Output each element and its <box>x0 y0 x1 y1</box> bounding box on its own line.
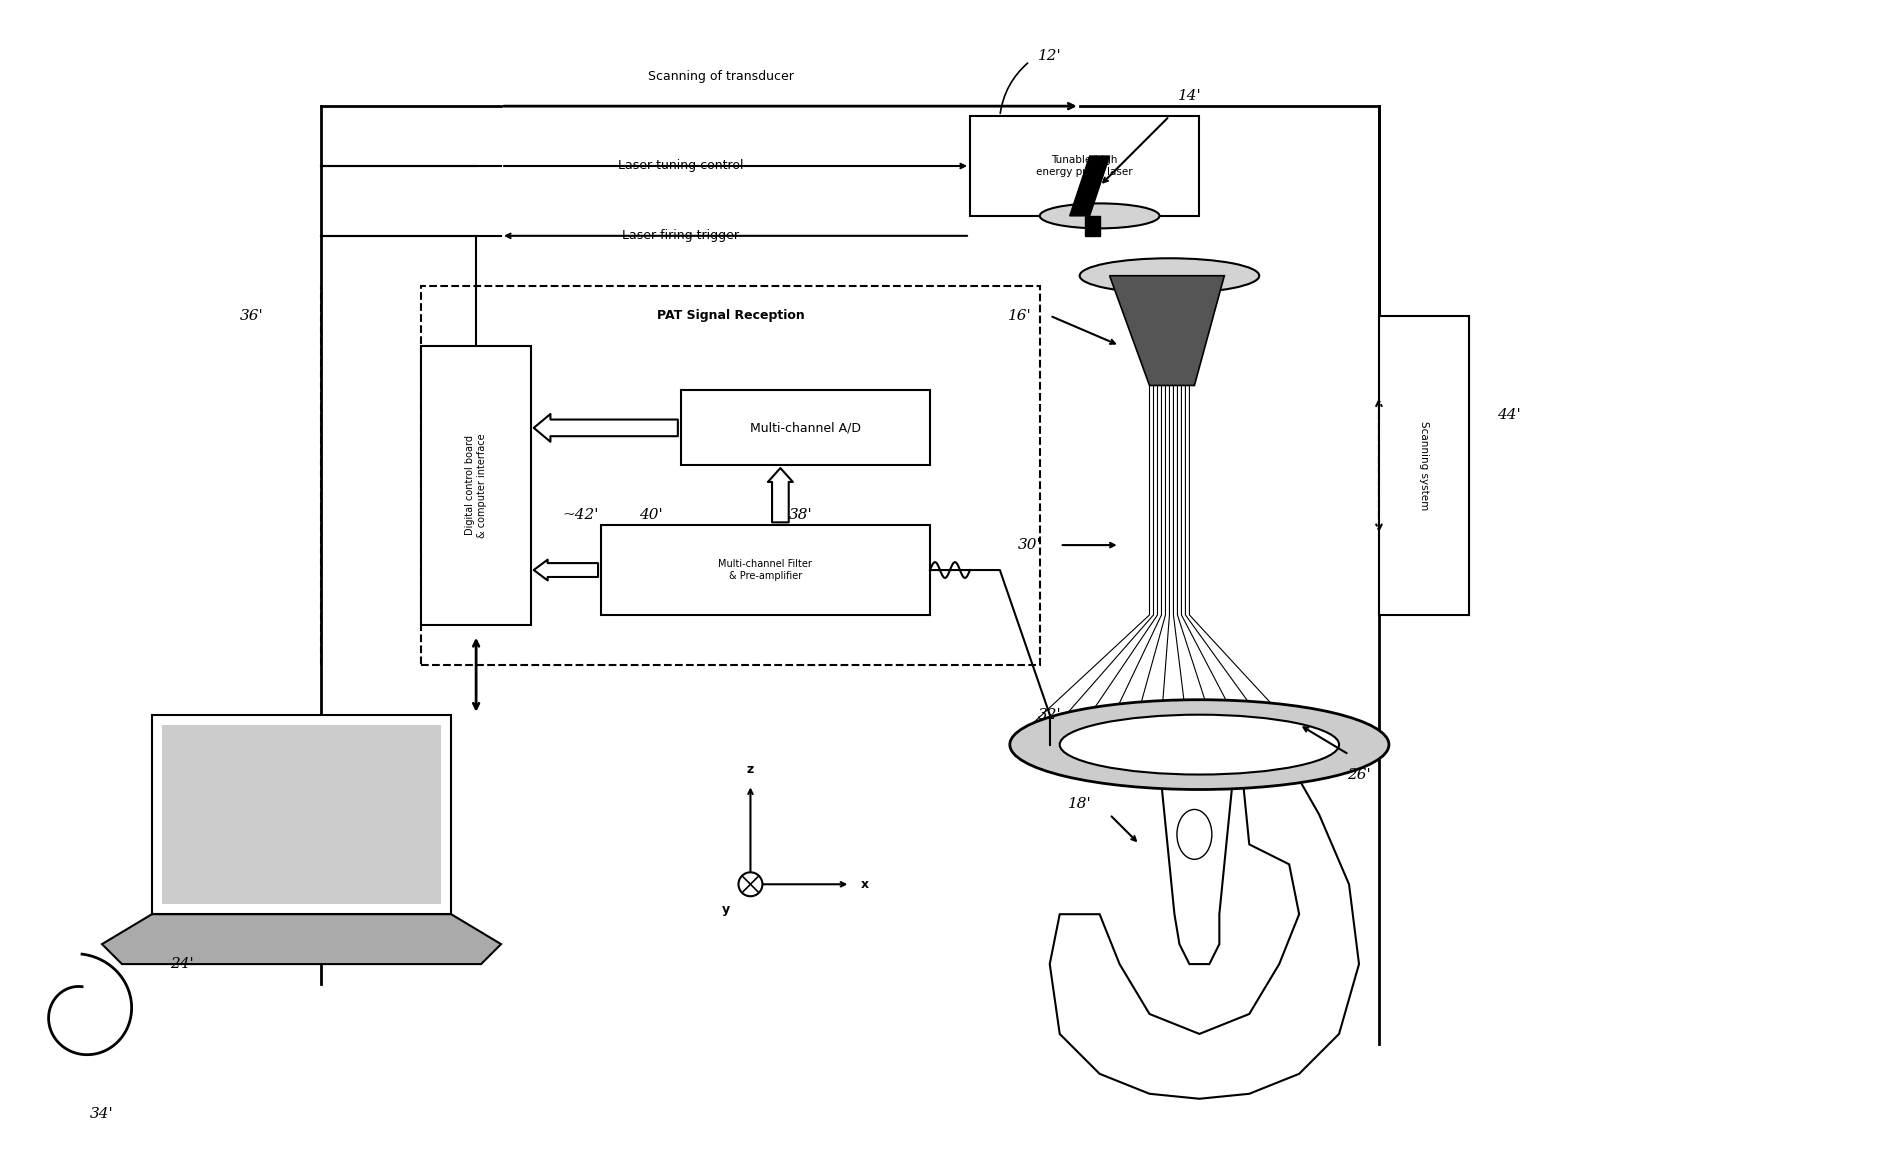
Polygon shape <box>1069 156 1110 216</box>
Text: Multi-channel A/D: Multi-channel A/D <box>750 422 861 435</box>
Circle shape <box>739 873 762 896</box>
Text: PAT Signal Reception: PAT Signal Reception <box>656 309 805 323</box>
Text: 26': 26' <box>1348 768 1370 782</box>
Text: Scanning system: Scanning system <box>1419 421 1429 510</box>
Text: Digital control board
& computer interface: Digital control board & computer interfa… <box>466 433 486 537</box>
Text: Laser tuning control: Laser tuning control <box>618 160 743 172</box>
Text: 24': 24' <box>170 958 194 972</box>
Ellipse shape <box>1080 259 1259 294</box>
Polygon shape <box>1050 744 1359 1099</box>
Text: 32': 32' <box>1039 707 1061 721</box>
Text: x: x <box>861 877 869 891</box>
Bar <box>162 725 441 904</box>
Ellipse shape <box>1059 714 1338 775</box>
Polygon shape <box>102 915 501 965</box>
Bar <box>420 285 1041 665</box>
Text: 34': 34' <box>90 1107 113 1121</box>
Text: 40': 40' <box>639 508 662 522</box>
Text: 18': 18' <box>1067 798 1091 812</box>
Bar <box>601 525 929 615</box>
Text: 16': 16' <box>1008 309 1031 323</box>
Polygon shape <box>153 714 451 915</box>
Text: z: z <box>746 763 754 776</box>
Bar <box>1380 316 1468 615</box>
Text: Laser firing trigger: Laser firing trigger <box>622 230 739 242</box>
Ellipse shape <box>1176 810 1212 860</box>
Text: 12': 12' <box>1039 49 1061 63</box>
Text: 44': 44' <box>1497 409 1521 423</box>
Ellipse shape <box>1010 700 1389 790</box>
Polygon shape <box>1150 744 1238 965</box>
Text: Multi-channel Filter
& Pre-amplifier: Multi-channel Filter & Pre-amplifier <box>718 559 812 581</box>
FancyArrowPatch shape <box>533 414 679 442</box>
Bar <box>680 390 929 465</box>
Bar <box>420 346 532 624</box>
Text: Tunable high
energy pulse laser: Tunable high energy pulse laser <box>1037 155 1133 177</box>
Text: 36': 36' <box>239 309 264 323</box>
Ellipse shape <box>1041 204 1159 228</box>
Text: Scanning of transducer: Scanning of transducer <box>648 70 794 83</box>
Polygon shape <box>1084 216 1099 235</box>
FancyArrowPatch shape <box>533 559 598 580</box>
Text: 14': 14' <box>1178 90 1201 104</box>
Bar <box>971 116 1199 216</box>
Text: ~42': ~42' <box>562 508 599 522</box>
Polygon shape <box>1110 276 1225 386</box>
Text: 30': 30' <box>1018 538 1042 552</box>
Text: 38': 38' <box>788 508 812 522</box>
Text: y: y <box>722 903 729 916</box>
FancyArrowPatch shape <box>767 468 794 522</box>
